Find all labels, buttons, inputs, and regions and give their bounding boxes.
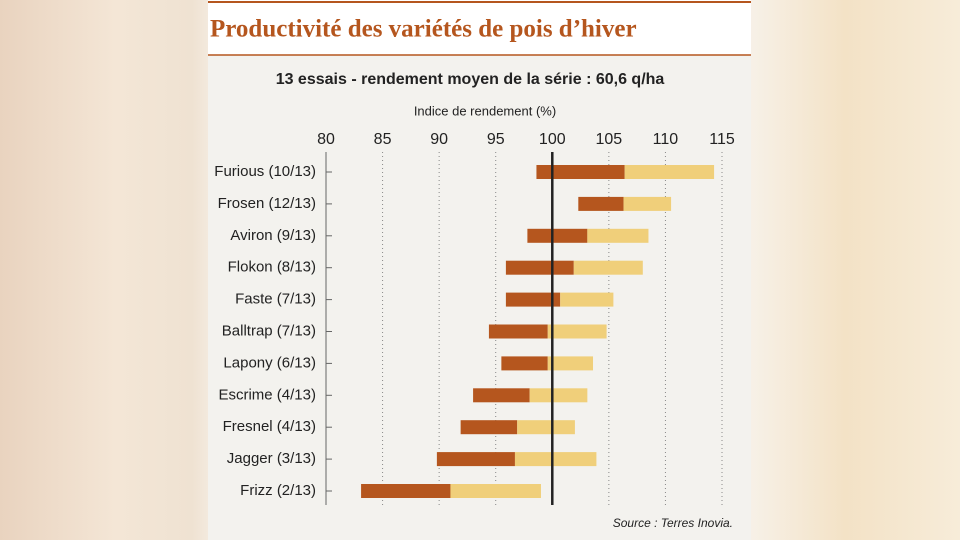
chart-subtitle: 13 essais - rendement moyen de la série …: [276, 71, 665, 88]
range-high: [573, 260, 643, 275]
x-tick-label: 115: [709, 131, 735, 148]
range-low: [505, 260, 574, 275]
source: Source : Terres Inovia.: [613, 516, 733, 530]
x-tick-label: 85: [374, 131, 392, 148]
x-tick-label: 110: [653, 131, 679, 148]
y-tick-label: Jagger (3/13): [227, 450, 316, 467]
range-low: [460, 420, 518, 435]
range-high: [547, 356, 594, 371]
axis-label: Indice de rendement (%): [414, 103, 556, 118]
range-low: [501, 356, 548, 371]
x-tick-label: 95: [487, 131, 505, 148]
range-high: [529, 388, 588, 403]
y-tick-label: Fresnel (4/13): [223, 418, 316, 435]
range-low: [527, 228, 588, 243]
range-high: [450, 484, 541, 498]
range-low: [505, 292, 561, 307]
range-high: [517, 420, 575, 435]
range-high: [623, 196, 672, 211]
y-tick-label: Faste (7/13): [235, 291, 316, 308]
range-low: [578, 196, 624, 211]
y-tick-label: Flokon (8/13): [228, 259, 316, 276]
range-low: [473, 388, 530, 403]
y-tick-label: Balltrap (7/13): [222, 322, 316, 339]
x-tick-label: 105: [596, 131, 623, 148]
y-tick-label: Furious (10/13): [214, 163, 316, 180]
range-high: [560, 292, 614, 307]
x-tick-label: 90: [430, 131, 448, 148]
range-high: [624, 165, 715, 179]
range-low: [361, 484, 451, 498]
range-high: [514, 452, 597, 467]
title-bar: [208, 0, 751, 55]
x-tick-label: 80: [317, 131, 335, 148]
y-tick-label: Frosen (12/13): [218, 195, 316, 212]
range-low: [436, 452, 515, 467]
x-tick-label: 100: [539, 131, 566, 148]
y-tick-label: Frizz (2/13): [240, 482, 316, 499]
card: [208, 0, 751, 540]
y-tick-label: Escrime (4/13): [218, 386, 316, 403]
range-low: [536, 165, 625, 179]
range-low: [488, 324, 548, 339]
range-high: [547, 324, 607, 339]
range-high: [587, 228, 649, 243]
y-tick-label: Lapony (6/13): [223, 354, 316, 371]
y-tick-label: Aviron (9/13): [230, 227, 316, 244]
chart-title: Productivité des variétés de pois d’hive…: [210, 16, 637, 43]
